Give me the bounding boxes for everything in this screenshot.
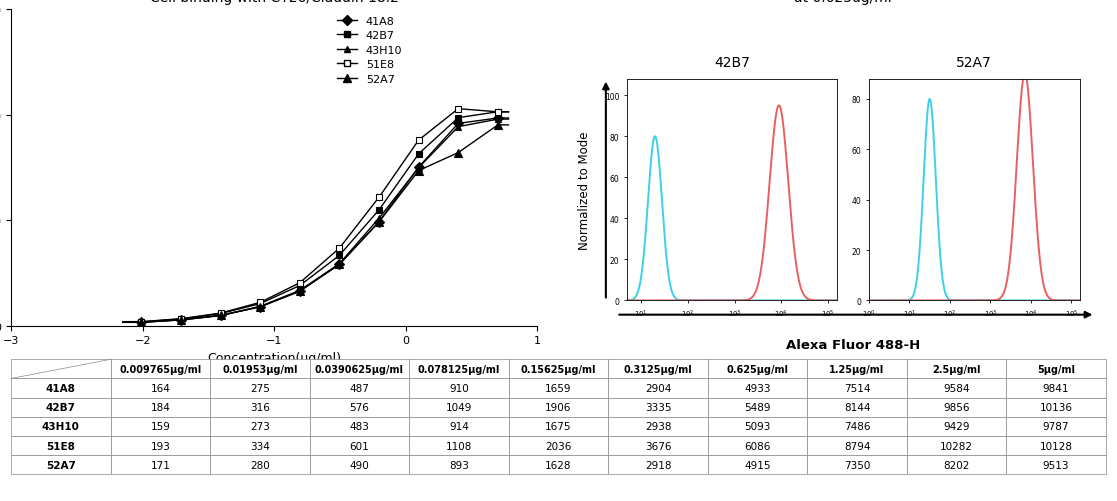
Title: Cell binding with CT26/ClaudIn 18.2: Cell binding with CT26/ClaudIn 18.2: [150, 0, 399, 5]
Text: 52A7: 52A7: [956, 56, 992, 70]
Text: Normalized to Mode: Normalized to Mode: [579, 131, 591, 249]
Legend: 41A8, 42B7, 43H10, 51E8, 52A7: 41A8, 42B7, 43H10, 51E8, 52A7: [333, 13, 407, 89]
Text: 42B7: 42B7: [714, 56, 751, 70]
X-axis label: Concentration(μg/ml): Concentration(μg/ml): [208, 351, 342, 364]
Title: FACS binding with Claudin18.2 overexpression cell line
at 0.625ug/ml: FACS binding with Claudin18.2 overexpres…: [652, 0, 1032, 5]
Text: Alexa Fluor 488-H: Alexa Fluor 488-H: [786, 339, 920, 352]
